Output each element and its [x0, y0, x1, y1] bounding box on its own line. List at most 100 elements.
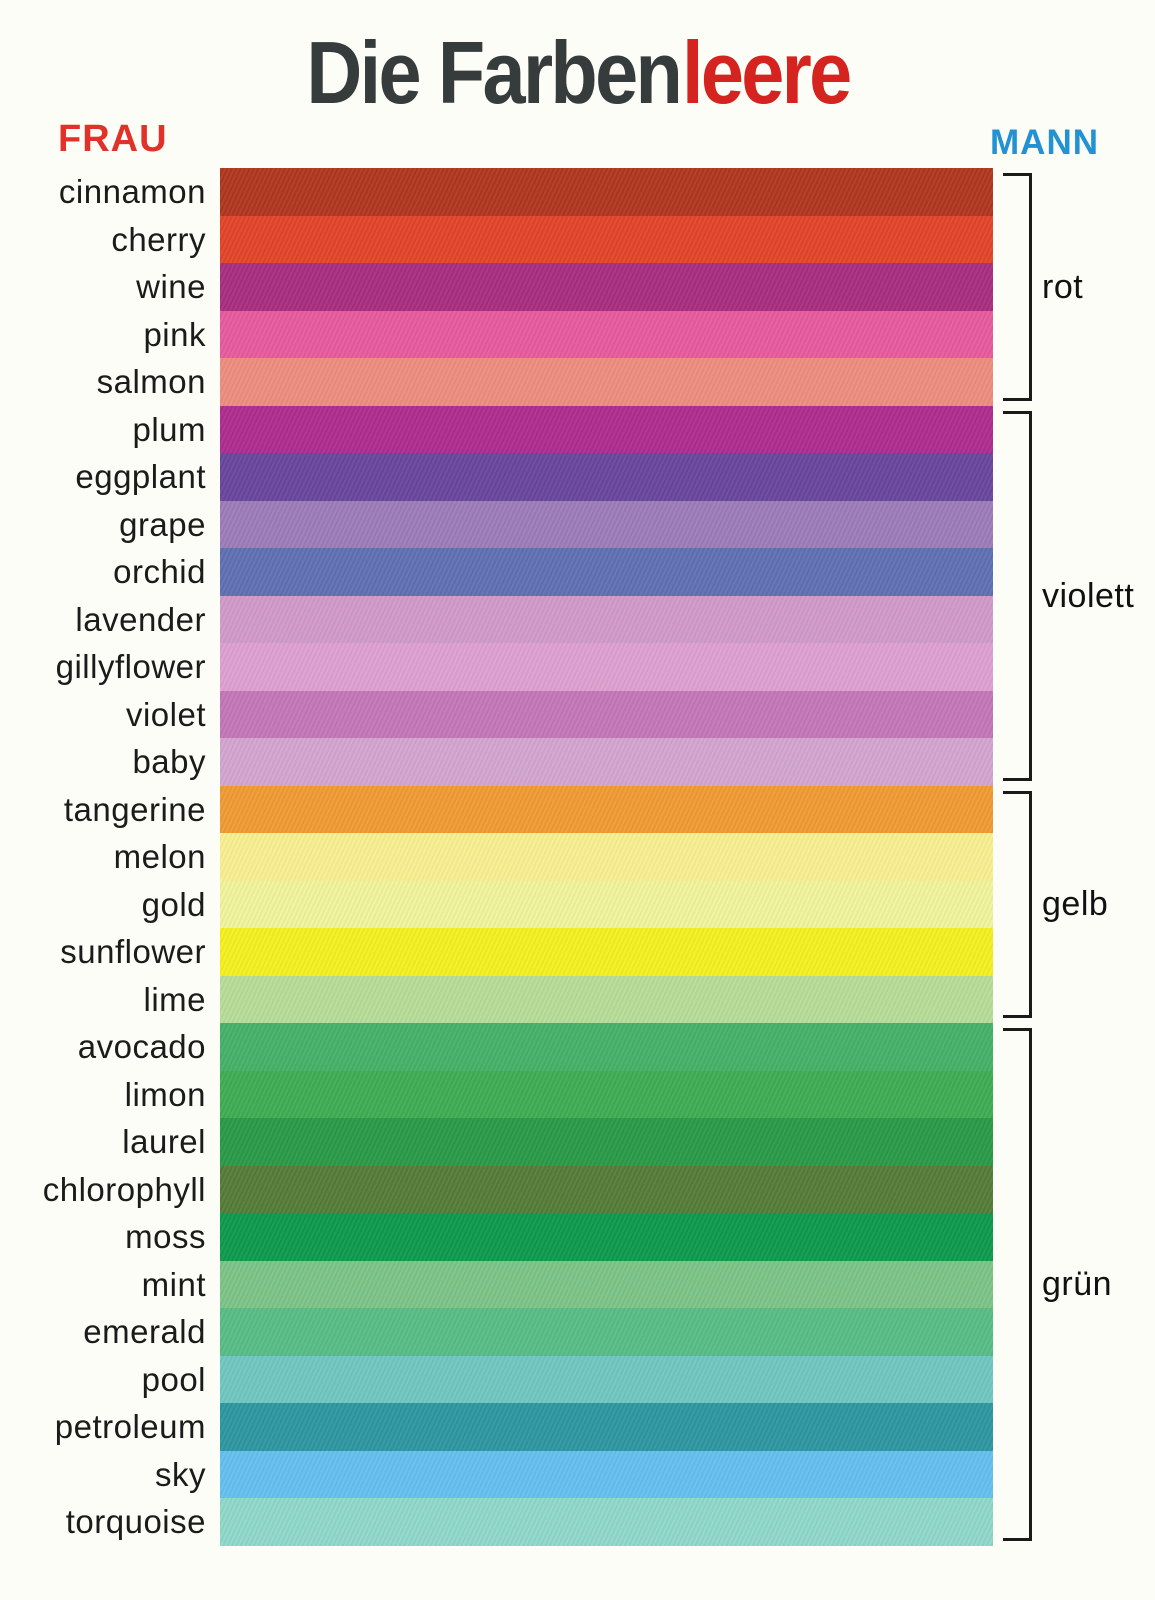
stripe-list: cinnamon cherry wine pink salmon plum eggplant…	[0, 168, 1155, 1546]
stripe-label: orchid	[113, 553, 206, 591]
header-frau: Frau	[58, 103, 168, 163]
stripe-label: limon	[124, 1075, 206, 1113]
stripe-label: tangerine	[63, 790, 206, 828]
stripe-label: sunflower	[60, 933, 206, 971]
group-bracket	[1003, 410, 1032, 781]
stripe-label: lavender	[75, 600, 206, 638]
stripe-bar	[220, 595, 993, 643]
header-mann: Mann	[990, 109, 1099, 165]
stripe-row: cinnamon	[0, 168, 1155, 216]
stripe-bar	[220, 263, 993, 311]
stripe-row: pink	[0, 310, 1155, 358]
group-label: gelb	[1042, 885, 1109, 924]
stripe-bar	[220, 928, 993, 976]
stripe-row: eggplant	[0, 453, 1155, 501]
stripe-row: limon	[0, 1070, 1155, 1118]
stripe-label: chlorophyll	[42, 1170, 206, 1208]
stripe-bar	[220, 1213, 993, 1261]
stripe-label: grape	[119, 505, 206, 543]
stripe-row: violet	[0, 690, 1155, 738]
stripe-label: melon	[113, 838, 206, 876]
stripe-bar	[220, 1023, 993, 1071]
stripe-label: sky	[155, 1455, 206, 1493]
stripe-bar	[220, 1165, 993, 1213]
stripe-bar	[220, 690, 993, 738]
stripe-row: cherry	[0, 215, 1155, 263]
stripe-bar	[220, 310, 993, 358]
stripe-label: gold	[141, 885, 206, 923]
stripe-label: cherry	[111, 220, 206, 258]
group-label: rot	[1042, 267, 1084, 306]
stripe-label: lime	[143, 980, 206, 1018]
stripe-bar	[220, 215, 993, 263]
stripe-row: avocado	[0, 1023, 1155, 1071]
stripe-label: eggplant	[75, 458, 206, 496]
stripe-bar	[220, 880, 993, 928]
stripe-bar	[220, 643, 993, 691]
stripe-row: baby	[0, 738, 1155, 786]
stripe-row: melon	[0, 833, 1155, 881]
stripe-bar	[220, 738, 993, 786]
stripe-label: torquoise	[65, 1503, 206, 1541]
stripe-bar	[220, 1260, 993, 1308]
stripe-bar	[220, 358, 993, 406]
stripe-label: laurel	[122, 1123, 206, 1161]
stripe-bar	[220, 1498, 993, 1546]
title-red-part: leere	[681, 23, 851, 122]
stripe-row: orchid	[0, 548, 1155, 596]
stripe-row: sunflower	[0, 928, 1155, 976]
stripe-row: torquoise	[0, 1498, 1155, 1546]
stripe-label: pool	[141, 1360, 206, 1398]
stripe-bar	[220, 785, 993, 833]
stripe-label: pink	[143, 315, 206, 353]
stripe-label: gillyflower	[55, 648, 206, 686]
group-brackets: rot violett gelb grün	[0, 168, 1155, 1546]
stripe-label: emerald	[83, 1313, 206, 1351]
stripe-row: tangerine	[0, 785, 1155, 833]
stripe-row: salmon	[0, 358, 1155, 406]
stripe-bar	[220, 1403, 993, 1451]
stripe-label: plum	[132, 410, 206, 448]
title-black-part: Die Farben	[305, 23, 682, 122]
stripe-label: avocado	[77, 1028, 206, 1066]
stripe-bar	[220, 1308, 993, 1356]
stripe-row: petroleum	[0, 1403, 1155, 1451]
stripe-row: lavender	[0, 595, 1155, 643]
stripe-row: chlorophyll	[0, 1165, 1155, 1213]
stripe-label: moss	[125, 1218, 206, 1256]
stripe-label: baby	[132, 743, 206, 781]
stripe-row: gillyflower	[0, 643, 1155, 691]
stripe-bar	[220, 1118, 993, 1166]
stripe-label: petroleum	[54, 1408, 206, 1446]
stripe-bar	[220, 975, 993, 1023]
stripe-bar	[220, 168, 993, 216]
stripe-label: cinnamon	[58, 173, 206, 211]
stripe-row: laurel	[0, 1118, 1155, 1166]
stripe-label: violet	[125, 695, 206, 733]
stripe-bar	[220, 1450, 993, 1498]
page-title: Die Farbenleere	[305, 22, 852, 124]
stripe-bar	[220, 1355, 993, 1403]
stripe-row: plum	[0, 405, 1155, 453]
group-bracket	[1003, 173, 1032, 401]
stripe-label: salmon	[96, 363, 206, 401]
stripe-row: gold	[0, 880, 1155, 928]
group-label: grün	[1042, 1265, 1113, 1304]
stripe-row: mint	[0, 1260, 1155, 1308]
group-bracket	[1003, 1028, 1032, 1541]
stripe-bar	[220, 453, 993, 501]
stripe-label: wine	[136, 268, 206, 306]
group-bracket	[1003, 790, 1032, 1018]
stripe-row: lime	[0, 975, 1155, 1023]
stripe-row: emerald	[0, 1308, 1155, 1356]
stripe-bar	[220, 548, 993, 596]
stripe-bar	[220, 1070, 993, 1118]
stripe-bar	[220, 833, 993, 881]
stripe-row: sky	[0, 1450, 1155, 1498]
stripe-bar	[220, 500, 993, 548]
stripe-row: moss	[0, 1213, 1155, 1261]
stripe-label: mint	[141, 1265, 206, 1303]
stripe-row: wine	[0, 263, 1155, 311]
stripe-row: pool	[0, 1355, 1155, 1403]
